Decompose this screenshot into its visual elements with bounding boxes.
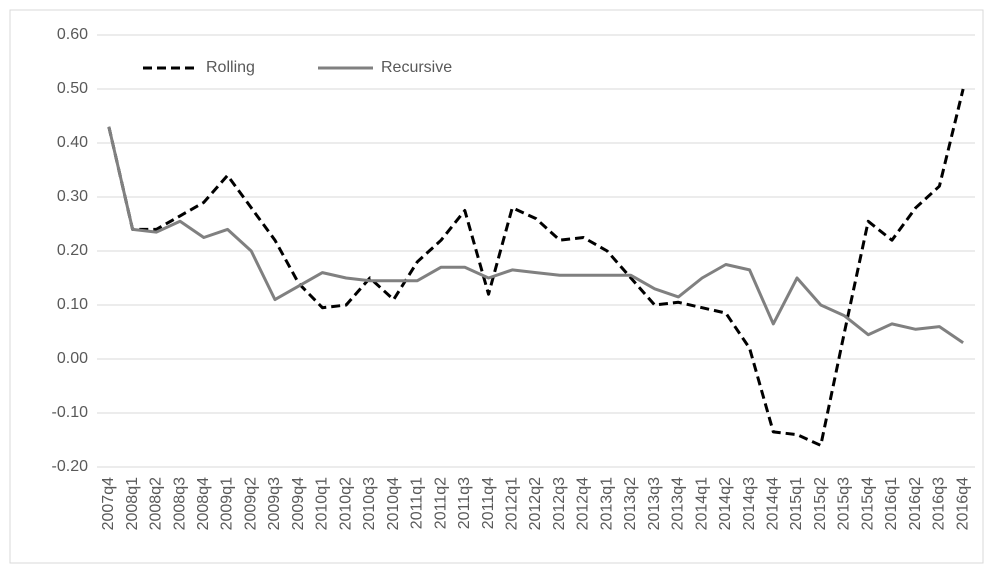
- x-tick-label: 2009q4: [290, 477, 307, 530]
- x-tick-label: 2016q3: [931, 477, 948, 530]
- y-tick-label: -0.10: [52, 404, 89, 421]
- chart-frame: [9, 9, 984, 564]
- x-tick-label: 2013q3: [646, 477, 663, 530]
- x-tick-label: 2010q2: [337, 477, 354, 530]
- x-tick-label: 2010q3: [361, 477, 378, 530]
- x-tick-label: 2014q2: [717, 477, 734, 530]
- data-line: [107, 126, 964, 345]
- x-tick-label: 2012q3: [551, 477, 568, 530]
- x-tick-label: 2010q4: [385, 477, 402, 530]
- y-tick-label: 0.00: [57, 350, 88, 367]
- x-tick-label: 2010q1: [314, 477, 331, 530]
- y-tick-label: 0.10: [57, 296, 88, 313]
- y-tick-label: 0.20: [57, 242, 88, 259]
- x-tick-label: 2008q1: [124, 477, 141, 530]
- x-tick-label: 2011q1: [409, 477, 426, 529]
- x-tick-label: 2009q3: [266, 477, 283, 530]
- x-tick-label: 2008q4: [195, 477, 212, 530]
- x-tick-label: 2013q4: [670, 477, 687, 530]
- legend-label: Recursive: [381, 59, 452, 76]
- y-tick-label: 0.40: [57, 134, 88, 151]
- x-tick-label: 2011q4: [480, 477, 497, 529]
- x-tick-label: 2008q2: [148, 477, 165, 530]
- x-tick-label: 2013q2: [622, 477, 639, 530]
- x-tick-label: 2011q3: [456, 477, 473, 529]
- x-tick-label: 2014q1: [693, 477, 710, 530]
- legend-label: Rolling: [206, 59, 255, 76]
- x-tick-label: 2013q1: [598, 477, 615, 530]
- y-tick-label: -0.20: [52, 458, 89, 475]
- x-tick-label: 2014q4: [765, 477, 782, 530]
- x-tick-label: 2015q4: [859, 477, 876, 530]
- x-tick-label: 2014q3: [741, 477, 758, 530]
- x-tick-label: 2009q1: [219, 477, 236, 530]
- x-tick-label: 2012q1: [503, 477, 520, 530]
- y-tick-label: 0.60: [57, 26, 88, 43]
- x-tick-label: 2015q1: [788, 477, 805, 530]
- x-tick-label: 2016q4: [954, 477, 971, 530]
- x-tick-label: 2011q2: [432, 477, 449, 529]
- x-tick-label: 2015q3: [836, 477, 853, 530]
- x-tick-label: 2012q2: [527, 477, 544, 530]
- x-tick-label: 2012q4: [575, 477, 592, 530]
- y-tick-label: 0.50: [57, 80, 88, 97]
- x-tick-label: 2009q2: [242, 477, 259, 530]
- data-line: [107, 88, 965, 447]
- x-tick-label: 2016q2: [907, 477, 924, 530]
- x-tick-label: 2016q1: [883, 477, 900, 530]
- x-tick-label: 2015q2: [812, 477, 829, 530]
- x-tick-label: 2007q4: [100, 477, 117, 530]
- y-tick-label: 0.30: [57, 188, 88, 205]
- x-tick-label: 2008q3: [171, 477, 188, 530]
